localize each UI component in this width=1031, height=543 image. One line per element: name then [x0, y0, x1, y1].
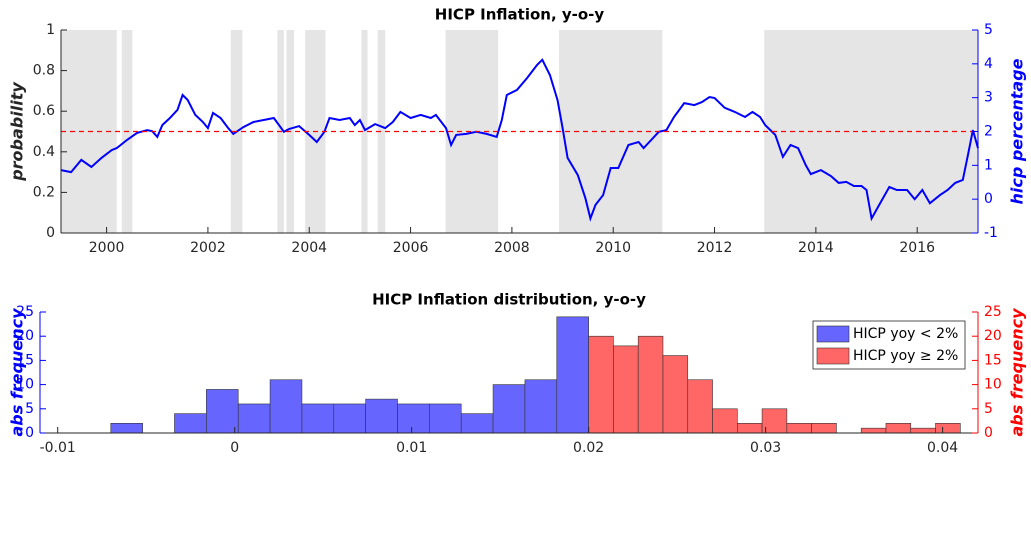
shaded-period: [445, 30, 499, 233]
y-tick-label: 20: [16, 328, 34, 344]
x-tick-label: 2006: [393, 240, 429, 256]
y-tick-label: 0.8: [33, 63, 55, 79]
x-tick-label: 2012: [697, 240, 733, 256]
histogram-bar: [712, 408, 738, 434]
x-tick-label: -0.01: [40, 440, 76, 456]
y-tick-label: 0: [46, 225, 55, 241]
histogram-bar: [492, 384, 526, 434]
histogram-bar: [333, 403, 366, 434]
histogram-bar: [588, 335, 614, 434]
y2-tick-label: 15: [984, 352, 1002, 368]
histogram-bar: [301, 403, 335, 434]
x-tick-label: 0.01: [396, 440, 427, 456]
histogram-bar: [269, 379, 303, 434]
x-tick-label: 2010: [595, 240, 631, 256]
y2-axis-label: abs frequency: [1008, 308, 1027, 437]
legend-label: HICP yoy < 2%: [853, 326, 958, 342]
histogram-bar: [637, 335, 664, 434]
histogram-bar: [524, 379, 558, 434]
y2-tick-label: 4: [984, 56, 993, 72]
x-tick-label: 2000: [89, 240, 125, 256]
histogram-bar: [174, 413, 207, 434]
histogram-bar: [429, 403, 462, 434]
y2-tick-label: 20: [984, 328, 1002, 344]
y-tick-label: 5: [25, 401, 34, 417]
y2-tick-label: 0: [984, 425, 993, 441]
y-tick-label: 25: [16, 304, 34, 320]
y-tick-label: 1: [46, 22, 55, 38]
histogram-bar: [397, 403, 430, 434]
histogram-bar: [662, 355, 689, 434]
histogram-bar: [556, 316, 589, 434]
histogram-bar: [613, 345, 639, 434]
x-tick-label: 2008: [494, 240, 530, 256]
legend-swatch: [816, 347, 850, 365]
y-tick-label: 0.6: [33, 103, 55, 119]
y2-tick-label: 10: [984, 377, 1002, 393]
y2-tick-label: 1: [984, 157, 993, 173]
histogram-bar: [206, 389, 239, 434]
histogram-bar: [910, 427, 936, 434]
shaded-period: [361, 30, 368, 233]
shaded-period: [377, 30, 386, 233]
y-tick-label: 10: [16, 377, 34, 393]
histogram-bar: [110, 423, 143, 434]
y2-tick-label: 5: [984, 22, 993, 38]
histogram-bar: [885, 423, 912, 434]
x-tick-label: 0: [230, 440, 239, 456]
chart-title: HICP Inflation, y-o-y: [435, 6, 605, 24]
histogram-bar: [365, 398, 398, 434]
chart-title: HICP Inflation distribution, y-o-y: [372, 291, 646, 309]
histogram-bar: [786, 423, 812, 434]
x-tick-label: 2016: [899, 240, 935, 256]
line-series: [60, 58, 979, 222]
x-tick-label: 0.04: [927, 440, 958, 456]
y2-tick-label: 5: [984, 401, 993, 417]
y2-tick-label: 25: [984, 304, 1002, 320]
y-tick-label: 0.4: [33, 144, 55, 160]
x-tick-label: 0.03: [750, 440, 781, 456]
y-axis-label: probability: [8, 82, 27, 182]
y-tick-label: 15: [16, 352, 34, 368]
y2-tick-label: 0: [984, 191, 993, 207]
histogram-bar: [860, 427, 887, 434]
x-tick-label: 2004: [291, 240, 327, 256]
y-axis-label: abs frequency: [8, 308, 27, 437]
y-tick-label: 0: [25, 425, 34, 441]
x-tick-label: 2014: [798, 240, 834, 256]
histogram-bar: [687, 379, 713, 434]
y2-tick-label: -1: [984, 225, 998, 241]
histogram-bar: [935, 423, 961, 434]
legend-swatch: [816, 325, 850, 343]
histogram-bar: [737, 423, 763, 434]
legend-label: HICP yoy ≥ 2%: [853, 348, 958, 364]
histogram-bar: [237, 403, 271, 434]
x-tick-label: 0.02: [573, 440, 604, 456]
histogram-bar: [460, 413, 494, 434]
histogram-bar: [761, 408, 788, 434]
y2-tick-label: 2: [984, 124, 993, 140]
histogram-bar: [811, 423, 837, 434]
y2-axis-label: hicp percentage: [1008, 58, 1027, 204]
y-tick-label: 0.2: [33, 184, 55, 200]
x-tick-label: 2002: [190, 240, 226, 256]
y2-tick-label: 3: [984, 90, 993, 106]
